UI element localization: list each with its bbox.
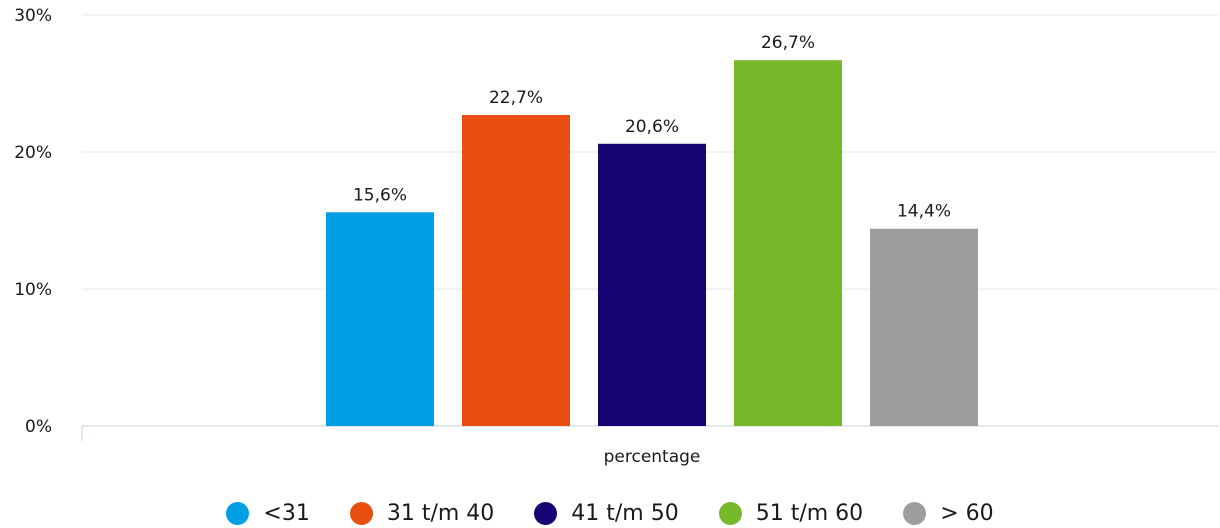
y-tick-label: 10%	[14, 280, 52, 300]
bar[interactable]	[870, 228, 978, 426]
bar[interactable]	[734, 60, 842, 427]
data-label: 22,7%	[489, 88, 543, 108]
legend: <31 31 t/m 40 41 t/m 50 51 t/m 60 > 60	[0, 498, 1220, 528]
legend-label: <31	[263, 500, 310, 526]
legend-swatch	[718, 501, 742, 525]
legend-swatch	[534, 501, 558, 525]
y-tick-label: 20%	[14, 143, 52, 163]
legend-label: 31 t/m 40	[386, 500, 495, 526]
legend-swatch	[349, 501, 373, 525]
legend-item[interactable]: 31 t/m 40	[349, 500, 495, 526]
data-label: 20,6%	[625, 117, 679, 137]
legend-swatch	[903, 501, 927, 525]
bars	[326, 60, 978, 427]
bar[interactable]	[462, 115, 570, 426]
legend-label: > 60	[940, 500, 994, 526]
data-label: 26,7%	[761, 33, 815, 53]
legend-item[interactable]: > 60	[903, 500, 994, 526]
data-labels: 15,6% 22,7% 20,6% 26,7% 14,4%	[353, 33, 951, 222]
x-axis	[81, 425, 1218, 441]
legend-label: 51 t/m 60	[755, 500, 864, 526]
legend-swatch	[226, 501, 250, 525]
legend-item[interactable]: 41 t/m 50	[534, 500, 679, 526]
data-label: 14,4%	[897, 202, 951, 222]
y-tick-label: 0%	[25, 417, 52, 437]
legend-label: 41 t/m 50	[571, 500, 679, 526]
legend-item[interactable]: 51 t/m 60	[718, 500, 864, 526]
x-category-label: percentage	[604, 447, 701, 467]
bar[interactable]	[326, 212, 434, 426]
bar[interactable]	[598, 143, 706, 426]
data-label: 15,6%	[353, 185, 407, 205]
y-axis-tick-labels: 0% 10% 20% 30%	[14, 6, 52, 437]
y-tick-label: 30%	[14, 6, 52, 26]
legend-item[interactable]: <31	[226, 500, 310, 526]
